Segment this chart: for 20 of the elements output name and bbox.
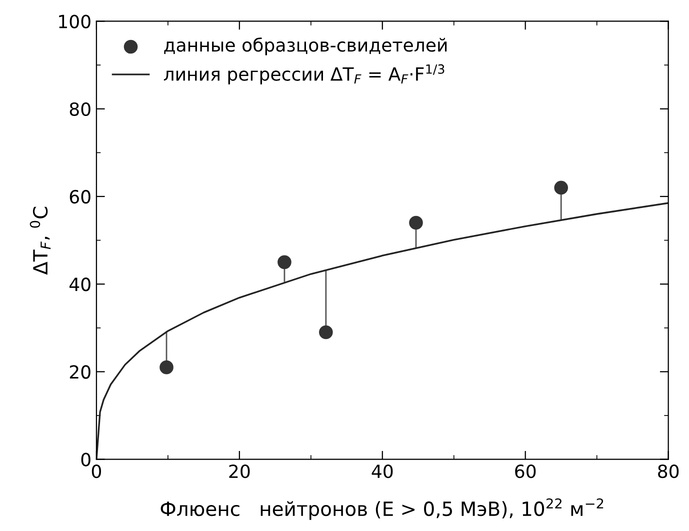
y-tick-label: 100 (59, 14, 90, 28)
point (409, 216, 423, 230)
x-tick-label: 80 (658, 464, 679, 478)
y-tick-label: 60 (70, 190, 90, 204)
legend-label: данные образцов-свидетелей (164, 37, 447, 56)
y-axis-title: ΔT$_{F}$, $^{0}$C (30, 206, 51, 275)
point (160, 360, 174, 374)
legend-label: линия регрессии ΔT$_{F}$ = A$_{F}$·F$^{1/3}$ (164, 64, 444, 84)
point (554, 180, 568, 195)
x-axis-title: Флюенс нейтронов (E > 0,5 МэВ), 10$^{22}$ м$^{−2}$ (160, 498, 604, 520)
y-tick-label: 0 (81, 452, 90, 466)
y-tick-label: 40 (70, 278, 90, 292)
x-tick-label: 60 (515, 464, 536, 478)
y-tick-label: 80 (70, 102, 90, 116)
x-tick-label: 20 (229, 464, 250, 478)
y-tick-label: 20 (70, 365, 90, 379)
point (278, 255, 292, 270)
point (319, 325, 333, 340)
x-tick-label: 0 (92, 464, 102, 478)
x-tick-label: 40 (372, 464, 393, 478)
